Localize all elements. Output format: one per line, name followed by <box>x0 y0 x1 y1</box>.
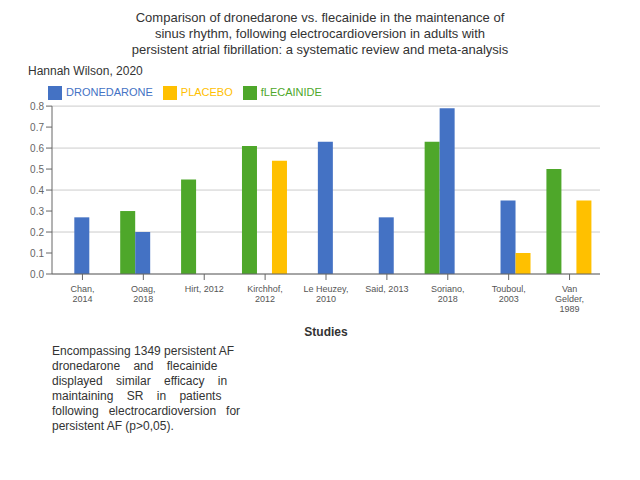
svg-text:VanGelder,1989: VanGelder,1989 <box>555 284 584 314</box>
svg-text:Le Heuzey,2010: Le Heuzey,2010 <box>304 284 349 304</box>
html-text:fLECAINIDE: fLECAINIDE <box>260 86 322 98</box>
html-text:Encompassing 1349 persistent A: Encompassing 1349 persistent AF dronedar… <box>52 344 241 433</box>
svg-text:0.3: 0.3 <box>30 206 44 217</box>
html-text:Hannah Wilson, 2020: Hannah Wilson, 2020 <box>28 64 143 78</box>
svg-text:Touboul,2003: Touboul,2003 <box>492 284 526 304</box>
svg-text:0.7: 0.7 <box>30 122 44 133</box>
svg-text:0.1: 0.1 <box>30 248 44 259</box>
svg-text:Chan,2014: Chan,2014 <box>70 284 94 304</box>
svg-text:Soriano,2018: Soriano,2018 <box>431 284 465 304</box>
html-text:PLACEBO: PLACEBO <box>180 86 233 98</box>
svg-text:0.6: 0.6 <box>30 143 44 154</box>
html-text:DRONEDARONE: DRONEDARONE <box>66 86 153 98</box>
svg-text:0.0: 0.0 <box>30 269 44 280</box>
svg-text:Said, 2013: Said, 2013 <box>365 284 408 294</box>
svg-text:0.8: 0.8 <box>30 101 44 112</box>
svg-text:Ooag,2018: Ooag,2018 <box>131 284 156 304</box>
svg-text:0.4: 0.4 <box>30 185 44 196</box>
svg-text:0.2: 0.2 <box>30 227 44 238</box>
svg-text:Studies: Studies <box>304 325 348 339</box>
svg-text:Kirchhof,2012: Kirchhof,2012 <box>247 284 283 304</box>
svg-text:0.5: 0.5 <box>30 164 44 175</box>
svg-text:Hirt, 2012: Hirt, 2012 <box>185 284 224 294</box>
html-text:Comparison of dronedarone vs.: Comparison of dronedarone vs. flecainide… <box>131 10 509 57</box>
